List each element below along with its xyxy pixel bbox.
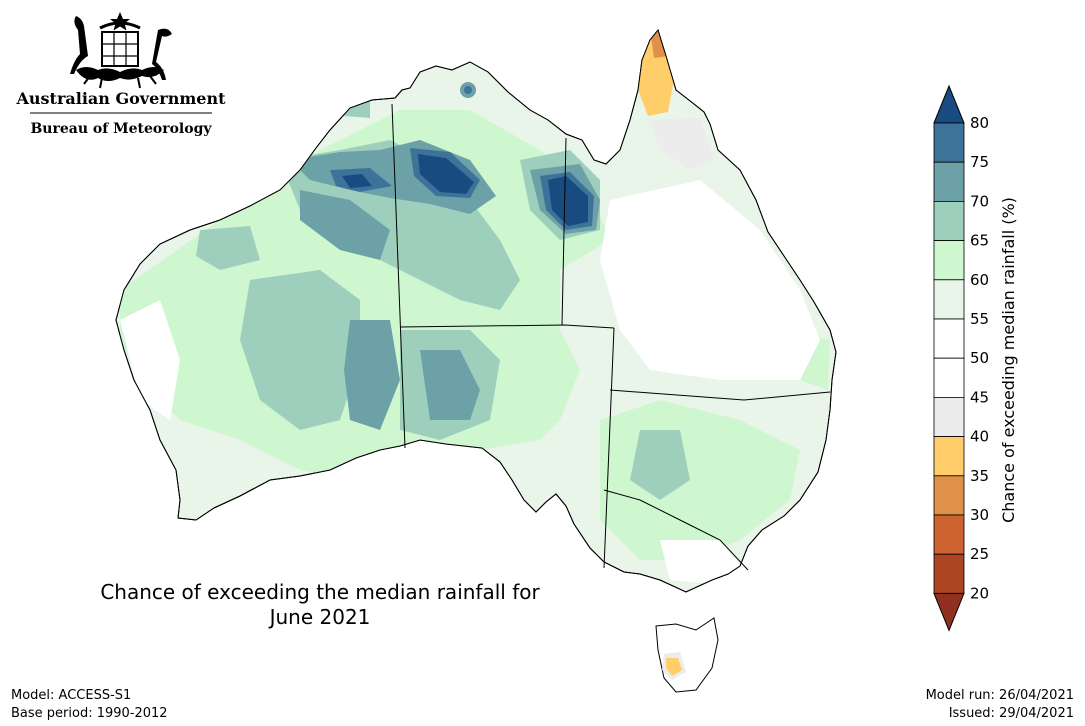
model-info: Model: ACCESS-S1 Base period: 1990-2012 — [11, 687, 168, 723]
legend-bin-60-65 — [933, 240, 965, 281]
base-period: Base period: 1990-2012 — [11, 706, 168, 721]
mainland-coastline — [115, 28, 837, 593]
legend-bin-70-75 — [933, 161, 965, 202]
legend-bin-55-60 — [933, 279, 965, 320]
issue-info: Model run: 26/04/2021 Issued: 29/04/2021 — [926, 687, 1074, 723]
issued-date: Issued: 29/04/2021 — [948, 706, 1074, 721]
logo-line2: Bureau of Meteorology — [30, 121, 212, 137]
legend-bin-25-30 — [933, 514, 965, 555]
legend-tick-20: 20 — [970, 584, 989, 602]
legend-tick-50: 50 — [970, 349, 989, 367]
model-name: Model: ACCESS-S1 — [11, 688, 132, 703]
legend-tick-45: 45 — [970, 388, 989, 406]
legend-colorbar — [933, 84, 965, 632]
legend-tick-25: 25 — [970, 545, 989, 563]
map-title-line2: June 2021 — [269, 605, 371, 629]
legend-over-arrow — [933, 84, 965, 124]
coat-of-arms-logo: Australian Government Bureau of Meteorol… — [16, 12, 227, 137]
legend-bin-35-40 — [933, 436, 965, 477]
legend-tick-labels: 80 75 70 65 60 55 50 45 40 35 30 25 20 — [970, 114, 989, 602]
legend-tick-65: 65 — [970, 232, 989, 250]
tasmania — [655, 617, 719, 693]
legend-tick-70: 70 — [970, 192, 989, 210]
legend-tick-60: 60 — [970, 271, 989, 289]
model-run-date: Model run: 26/04/2021 — [925, 688, 1074, 703]
legend-bin-45-50 — [933, 357, 965, 398]
legend-tick-80: 80 — [970, 114, 989, 132]
legend-bin-40-45 — [933, 396, 965, 437]
legend-tick-40: 40 — [970, 428, 989, 446]
legend-bin-50-55 — [933, 318, 965, 359]
legend-under-arrow — [933, 592, 965, 632]
map-title: Chance of exceeding the median rainfall … — [60, 580, 580, 630]
map-title-line1: Chance of exceeding the median rainfall … — [100, 580, 540, 604]
legend-tick-75: 75 — [970, 153, 989, 171]
legend-bin-20-25 — [933, 553, 965, 594]
legend-bin-75-80 — [933, 122, 965, 163]
legend-title: Chance of exceeding median rainfall (%) — [999, 197, 1018, 523]
legend-bin-30-35 — [933, 475, 965, 516]
state-borders — [391, 103, 831, 571]
legend-tick-30: 30 — [970, 506, 989, 524]
legend-tick-35: 35 — [970, 467, 989, 485]
legend-tick-55: 55 — [970, 310, 989, 328]
logo-line1: Australian Government — [16, 89, 227, 108]
australia-mainland — [115, 28, 837, 593]
legend-bin-65-70 — [933, 200, 965, 241]
